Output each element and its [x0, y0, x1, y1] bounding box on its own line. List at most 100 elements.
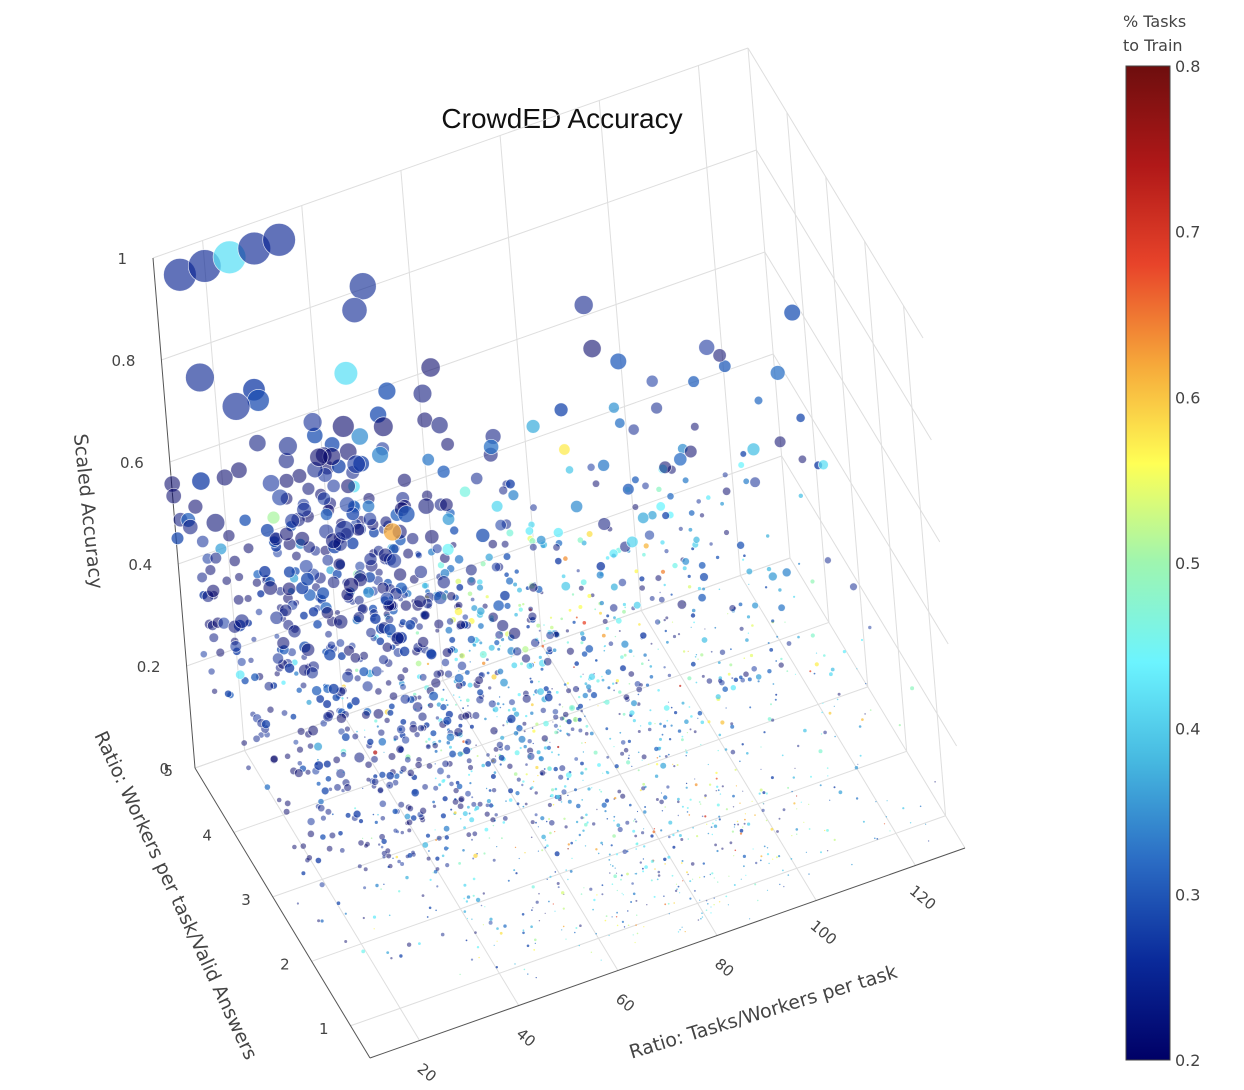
data-point	[505, 528, 515, 538]
data-point	[316, 491, 332, 506]
data-point	[405, 754, 411, 760]
data-point	[445, 699, 448, 701]
data-point	[461, 711, 471, 721]
data-point	[475, 528, 491, 543]
data-point	[546, 745, 552, 751]
data-point	[687, 574, 691, 579]
data-point	[699, 876, 701, 879]
data-point	[580, 709, 583, 713]
data-point	[610, 844, 613, 847]
data-point	[641, 754, 647, 760]
data-point	[426, 856, 431, 861]
data-point	[427, 702, 434, 709]
data-point	[548, 818, 551, 820]
data-point	[734, 768, 737, 771]
data-point	[467, 764, 474, 771]
data-point	[397, 859, 401, 864]
data-point	[622, 693, 630, 701]
data-point	[710, 650, 713, 653]
data-point	[502, 821, 506, 824]
data-point	[636, 810, 639, 813]
data-point	[534, 938, 537, 942]
data-point	[714, 626, 717, 629]
data-point	[445, 732, 455, 742]
data-point	[641, 662, 644, 665]
data-point	[436, 835, 442, 841]
data-point	[475, 695, 485, 705]
data-point	[316, 586, 330, 600]
data-point	[637, 769, 640, 772]
data-point	[375, 883, 379, 888]
data-point	[335, 610, 340, 615]
data-point	[524, 852, 526, 854]
data-point	[778, 588, 782, 592]
data-point	[291, 468, 308, 484]
data-point	[546, 844, 549, 847]
data-point	[505, 800, 507, 802]
data-point	[393, 828, 398, 833]
data-point	[537, 826, 540, 828]
data-point	[532, 742, 534, 745]
data-point	[585, 724, 589, 728]
data-point	[739, 626, 744, 631]
data-point	[380, 888, 382, 890]
data-point	[707, 832, 710, 835]
data-point	[749, 653, 754, 658]
data-point	[503, 924, 507, 928]
data-point	[468, 773, 471, 776]
data-point	[544, 839, 547, 841]
data-point	[715, 819, 717, 821]
data-point	[609, 352, 627, 371]
data-point	[346, 697, 349, 699]
data-point	[532, 907, 534, 909]
data-point	[627, 924, 630, 927]
data-point	[781, 754, 784, 757]
data-point	[557, 728, 559, 731]
data-point	[208, 632, 219, 643]
data-point	[269, 610, 284, 625]
data-point	[591, 479, 601, 488]
data-point	[230, 461, 248, 479]
data-point	[775, 856, 778, 859]
data-point	[454, 657, 458, 662]
data-point	[306, 817, 316, 826]
data-point	[713, 904, 715, 906]
data-point	[457, 795, 466, 803]
data-point	[207, 667, 216, 676]
floor-gridline	[244, 750, 421, 1041]
data-point	[549, 741, 551, 743]
back-wall-gridline	[697, 65, 741, 576]
data-point	[670, 724, 673, 727]
data-point	[686, 811, 689, 813]
data-point	[442, 715, 453, 726]
data-point	[712, 348, 727, 363]
data-point	[599, 600, 604, 606]
data-point	[674, 889, 678, 893]
data-point	[673, 765, 676, 768]
data-point	[609, 872, 611, 874]
data-point	[668, 738, 672, 741]
data-point	[797, 635, 800, 639]
data-point	[596, 894, 598, 896]
data-point	[685, 749, 687, 751]
data-point	[746, 615, 751, 619]
data-point	[287, 624, 302, 639]
data-point	[494, 755, 497, 757]
data-point	[720, 720, 725, 725]
data-point	[464, 738, 472, 746]
data-point	[538, 680, 540, 683]
data-point	[808, 873, 810, 875]
data-point	[798, 562, 801, 565]
data-point	[641, 481, 650, 490]
data-point	[294, 671, 299, 676]
data-point	[633, 820, 635, 822]
data-point	[677, 885, 680, 888]
data-point	[474, 931, 477, 934]
x-axis-line	[369, 847, 966, 1059]
data-point	[767, 717, 772, 721]
data-point	[692, 878, 694, 880]
data-point	[444, 669, 453, 679]
data-point	[305, 857, 310, 863]
data-point	[470, 958, 474, 961]
data-point	[535, 765, 539, 770]
